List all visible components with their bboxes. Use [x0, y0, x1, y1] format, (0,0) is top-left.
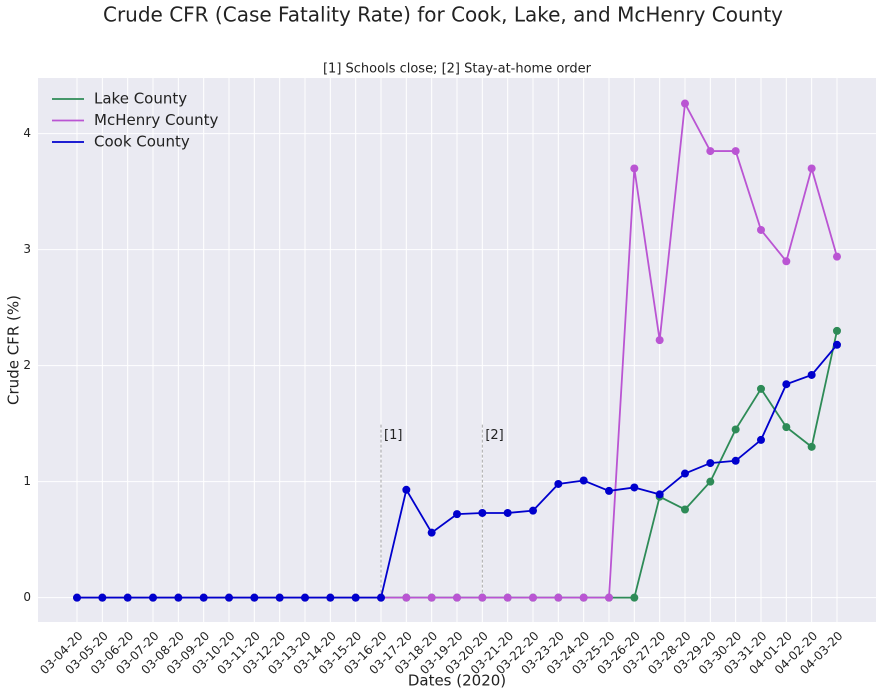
data-point [756, 384, 765, 393]
data-point [250, 593, 259, 602]
data-point [756, 225, 765, 234]
data-point [832, 326, 841, 335]
data-point [680, 99, 689, 108]
data-point [782, 423, 791, 432]
data-point [630, 483, 639, 492]
data-point [630, 593, 639, 602]
data-point [655, 490, 664, 499]
data-point [123, 593, 132, 602]
data-point [680, 469, 689, 478]
data-point [326, 593, 335, 602]
x-axis-label: Dates (2020) [408, 672, 506, 690]
chart-title: Crude CFR (Case Fatality Rate) for Cook,… [103, 3, 783, 27]
data-point [73, 593, 82, 602]
annotation-label: [1] [384, 428, 402, 443]
data-point [427, 528, 436, 537]
y-tick-label: 3 [23, 242, 31, 256]
data-point [832, 340, 841, 349]
data-point [402, 593, 411, 602]
data-point [807, 442, 816, 451]
data-point [453, 510, 461, 519]
data-point [807, 370, 816, 379]
data-point [478, 508, 487, 517]
y-axis-label: Crude CFR (%) [5, 295, 23, 405]
y-tick-label: 0 [23, 590, 31, 604]
data-point [554, 479, 563, 488]
data-point [706, 147, 715, 156]
data-point [528, 506, 537, 515]
data-point [174, 593, 183, 602]
data-point [301, 593, 310, 602]
data-point [503, 508, 512, 517]
data-point [554, 593, 563, 602]
data-point [604, 486, 613, 495]
data-point [579, 476, 588, 485]
data-point [579, 593, 588, 602]
data-point [731, 147, 740, 156]
legend-label: Cook County [94, 133, 190, 151]
data-point [275, 593, 284, 602]
y-tick-label: 4 [23, 126, 31, 140]
annotation-label: [2] [485, 428, 503, 443]
legend-label: McHenry County [94, 111, 219, 129]
data-point [98, 593, 107, 602]
data-point [706, 459, 715, 468]
data-point [149, 593, 158, 602]
data-point [402, 485, 411, 494]
data-point [756, 435, 765, 444]
data-point [199, 593, 208, 602]
data-point [655, 336, 664, 345]
data-point [630, 164, 639, 173]
data-point [706, 477, 715, 486]
data-point [528, 593, 537, 602]
data-point [832, 252, 841, 261]
data-point [731, 456, 740, 465]
data-point [731, 425, 740, 434]
data-point [351, 593, 360, 602]
y-tick-label: 1 [23, 474, 31, 488]
data-point [225, 593, 234, 602]
data-point [782, 380, 791, 389]
data-point [807, 164, 816, 173]
data-point [453, 593, 461, 602]
y-tick-label: 2 [23, 358, 31, 372]
data-point [604, 593, 613, 602]
data-point [427, 593, 436, 602]
data-point [503, 593, 512, 602]
data-point [782, 257, 791, 266]
legend-label: Lake County [94, 90, 187, 108]
data-point [680, 505, 689, 514]
data-point [377, 593, 386, 602]
data-point [478, 593, 487, 602]
chart-subtitle: [1] Schools close; [2] Stay-at-home orde… [323, 62, 592, 77]
